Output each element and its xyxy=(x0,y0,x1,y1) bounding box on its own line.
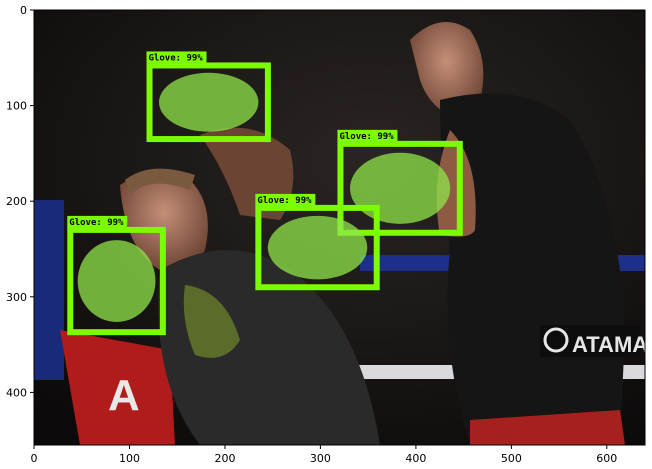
y-tick-label: 100 xyxy=(6,100,27,113)
detection-label: Glove: 99% xyxy=(69,218,124,228)
bounding-box xyxy=(67,226,166,336)
axes-frame xyxy=(33,9,646,446)
y-tick-label: 200 xyxy=(6,195,27,208)
x-tick-label: 100 xyxy=(119,452,140,465)
x-axis: 0 100 200 300 400 500 600 xyxy=(31,445,617,465)
boxer-left xyxy=(120,127,380,445)
x-tick-label: 0 xyxy=(31,452,38,465)
label-background xyxy=(255,193,316,206)
bounding-box xyxy=(255,204,380,291)
corner-pad xyxy=(60,330,175,445)
y-tick-label: 400 xyxy=(6,386,27,399)
detection-label: Glove: 99% xyxy=(339,132,394,142)
bounding-box xyxy=(146,62,271,143)
label-background xyxy=(337,129,398,142)
glove-mask xyxy=(158,72,259,132)
glove-mask xyxy=(77,240,156,322)
y-tick-label: 0 xyxy=(20,4,27,17)
banner-text: ATAMA xyxy=(572,332,648,357)
glove-mask xyxy=(267,215,368,280)
x-tick-label: 500 xyxy=(501,452,522,465)
detection-3: Glove: 99% xyxy=(67,215,166,336)
y-axis: 0 100 200 300 400 xyxy=(6,4,34,399)
x-tick-label: 200 xyxy=(215,452,236,465)
label-background xyxy=(146,51,207,64)
detection-label: Glove: 99% xyxy=(149,53,204,63)
glove-mask xyxy=(350,152,451,224)
photo: A ATAMA xyxy=(34,10,648,445)
detection-label: Glove: 99% xyxy=(257,196,312,206)
corner-pad-letters: A xyxy=(108,371,140,420)
detections-layer: Glove: 99% Glove: 99% Glove: 99% Glove: 99% xyxy=(67,51,463,336)
x-tick-label: 600 xyxy=(596,452,617,465)
x-tick-label: 300 xyxy=(310,452,331,465)
y-tick-label: 300 xyxy=(6,291,27,304)
label-background xyxy=(67,215,128,228)
detection-2: Glove: 99% xyxy=(255,193,380,291)
bounding-box xyxy=(337,140,463,236)
boxer-right: ATAMA xyxy=(410,22,648,445)
x-tick-label: 400 xyxy=(405,452,426,465)
ring-rope-left xyxy=(34,200,64,380)
detection-0: Glove: 99% xyxy=(146,51,271,143)
